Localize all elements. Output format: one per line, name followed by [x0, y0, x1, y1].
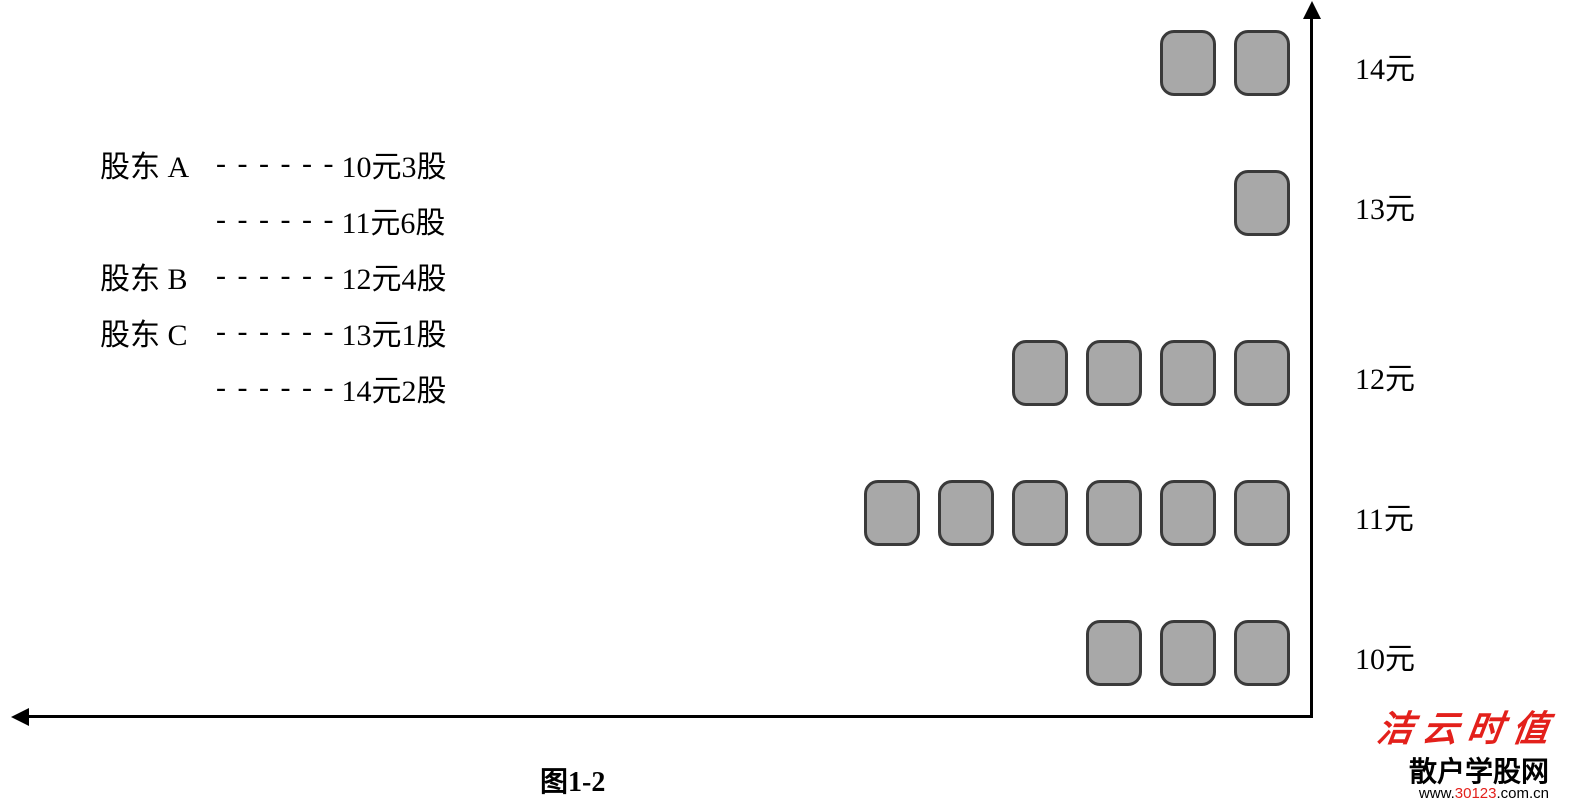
price-label: 13元	[1355, 184, 1415, 228]
chip-icon	[1234, 620, 1290, 686]
watermark-black-text: 散户学股网	[1409, 756, 1549, 787]
chip-icon	[1160, 340, 1216, 406]
watermark-black: 散户学股网	[1409, 750, 1549, 790]
price-label: 12元	[1355, 354, 1415, 398]
x-axis-arrow-icon	[11, 708, 29, 726]
shareholder-holding: 12元4股	[341, 254, 446, 298]
chip-row	[0, 340, 1290, 406]
chip-icon	[1234, 170, 1290, 236]
chip-icon	[1086, 480, 1142, 546]
figure-caption: 图1-2	[540, 760, 605, 800]
price-label: 11元	[1355, 494, 1414, 538]
shareholder-row: 股东 B - - - - - - 12元4股	[100, 257, 446, 295]
watermark-url-prefix: www.	[1419, 785, 1455, 802]
shareholder-name: 股东 B	[100, 254, 210, 298]
y-axis	[1310, 10, 1313, 715]
chip-icon	[1012, 340, 1068, 406]
chip-row	[0, 30, 1290, 96]
chip-icon	[1086, 620, 1142, 686]
watermark-url-mid: 30123	[1455, 785, 1497, 802]
price-label: 10元	[1355, 634, 1415, 678]
chip-icon	[938, 480, 994, 546]
watermark-url-suffix: .com.cn	[1496, 785, 1549, 802]
chip-icon	[1160, 620, 1216, 686]
chip-icon	[1086, 340, 1142, 406]
chip-icon	[1234, 30, 1290, 96]
price-label: 14元	[1355, 44, 1415, 88]
chip-icon	[1234, 480, 1290, 546]
chip-row	[0, 620, 1290, 686]
watermark-red: 洁 云 时 值	[1374, 700, 1552, 752]
chip-row	[0, 170, 1290, 236]
chip-icon	[864, 480, 920, 546]
chip-icon	[1160, 30, 1216, 96]
watermark-red-text: 洁 云 时 值	[1375, 709, 1552, 749]
y-axis-arrow-icon	[1303, 1, 1324, 19]
chip-icon	[1012, 480, 1068, 546]
watermark-url: www.30123.com.cn	[1419, 785, 1549, 802]
chip-icon	[1160, 480, 1216, 546]
shareholder-dots: - - - - - -	[216, 259, 335, 293]
chip-row	[0, 480, 1290, 546]
x-axis	[20, 715, 1313, 718]
chip-icon	[1234, 340, 1290, 406]
